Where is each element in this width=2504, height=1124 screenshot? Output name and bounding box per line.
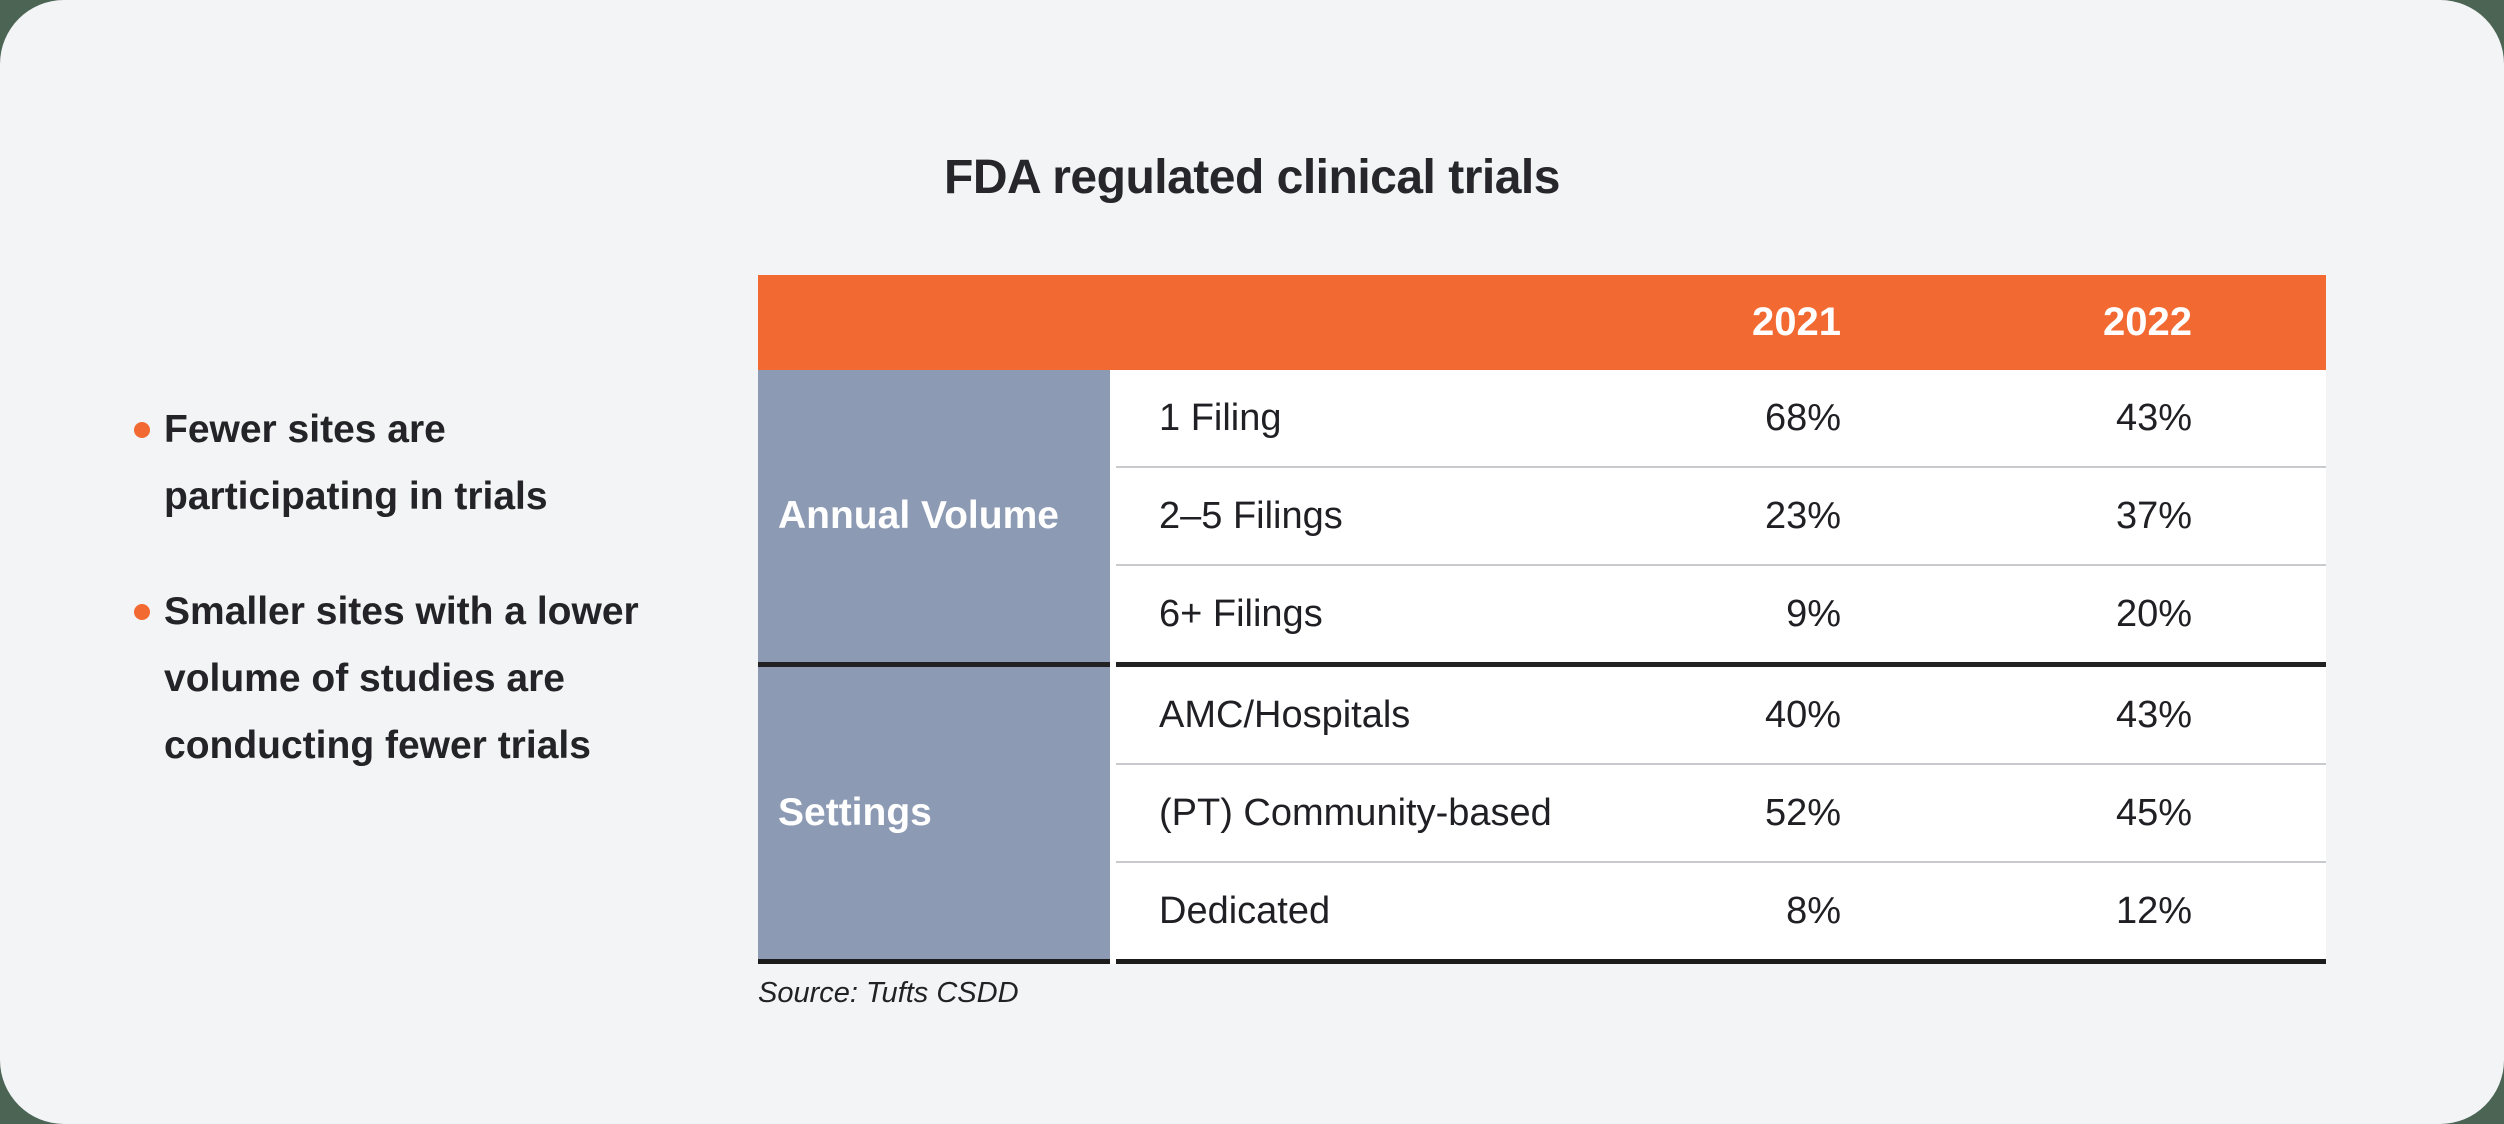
column-header-2021: 2021 [1623, 275, 1975, 370]
table-row: Dedicated 8% 12% [758, 861, 2326, 962]
row-group-label: Settings [758, 662, 1116, 962]
bullet-icon [134, 604, 150, 620]
row-label: 1 Filing [1113, 370, 1623, 467]
value-2022: 37% [1975, 466, 2326, 565]
data-table: 2021 2022 Annual Volume 1 Filing 68% 43%… [758, 275, 2326, 964]
source-note: Source: Tufts CSDD [758, 977, 1019, 1009]
list-item: Fewer sites are participating in trials [134, 396, 674, 530]
row-label: AMC/Hospitals [1113, 662, 1623, 764]
value-2022: 45% [1975, 763, 2326, 862]
table-row: 6+ Filings 9% 20% [758, 564, 2326, 665]
table-section-annual-volume: Annual Volume 1 Filing 68% 43% 2–5 Filin… [758, 370, 2326, 665]
bullet-text: Smaller sites with a lower volume of stu… [164, 590, 639, 767]
row-label: Dedicated [1113, 861, 1623, 962]
value-2021: 52% [1623, 763, 1975, 862]
table-row: 2–5 Filings 23% 37% [758, 466, 2326, 565]
table-row: (PT) Community-based 52% 45% [758, 763, 2326, 862]
table-header-row: 2021 2022 [758, 275, 2326, 370]
value-2022: 12% [1975, 861, 2326, 962]
row-group-label: Annual Volume [758, 370, 1116, 665]
value-2022: 43% [1975, 370, 2326, 467]
bullet-icon [134, 422, 150, 438]
value-2021: 23% [1623, 466, 1975, 565]
page-title: FDA regulated clinical trials [944, 151, 1560, 204]
row-label: (PT) Community-based [1113, 763, 1623, 862]
key-points-list: Fewer sites are participating in trials … [134, 396, 674, 827]
value-2021: 9% [1623, 564, 1975, 665]
table-section-settings: Settings AMC/Hospitals 40% 43% (PT) Comm… [758, 662, 2326, 962]
value-2021: 68% [1623, 370, 1975, 467]
value-2022: 20% [1975, 564, 2326, 665]
list-item: Smaller sites with a lower volume of stu… [134, 578, 674, 779]
value-2022: 43% [1975, 662, 2326, 764]
bullet-text: Fewer sites are participating in trials [164, 408, 548, 518]
value-2021: 40% [1623, 662, 1975, 764]
table-container: 2021 2022 Annual Volume 1 Filing 68% 43%… [758, 275, 2326, 1010]
header-spacer-cell [758, 275, 1623, 370]
column-header-2022: 2022 [1975, 275, 2326, 370]
table-row: Annual Volume 1 Filing 68% 43% [758, 370, 2326, 665]
row-label: 6+ Filings [1113, 564, 1623, 665]
row-label: 2–5 Filings [1113, 466, 1623, 565]
table-row: Settings AMC/Hospitals 40% 43% [758, 662, 2326, 962]
value-2021: 8% [1623, 861, 1975, 962]
